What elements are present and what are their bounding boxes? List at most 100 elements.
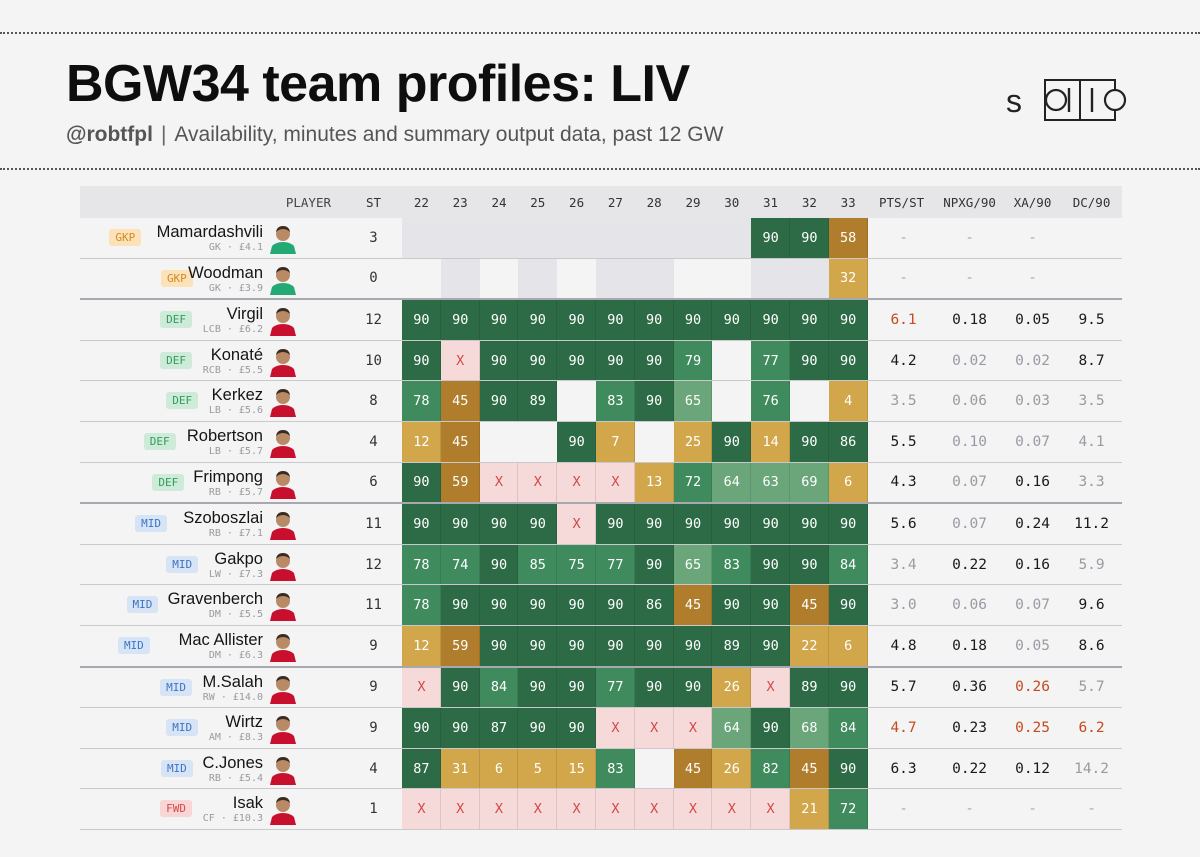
minutes-cell: 68 [789, 707, 829, 749]
player-cell: MID M.Salah RW · £14.0 [80, 667, 345, 708]
stat-xa90: 0.26 [1015, 679, 1051, 696]
column-header-27: 27 [595, 186, 635, 218]
minutes-cell: 4 [828, 380, 868, 422]
subtitle-description: Availability, minutes and summary output… [174, 123, 724, 146]
unavailable-cell: X [595, 707, 635, 749]
column-header-26: 26 [557, 186, 596, 218]
stat-npxg90: 0.10 [952, 433, 988, 450]
player-cell: GKP Woodman GK · £3.9 [80, 258, 345, 299]
minutes-cell: 90 [634, 380, 674, 422]
stat-dc90: 5.7 [1078, 679, 1105, 696]
minutes-cell: 90 [751, 544, 790, 585]
starts-count: 4 [369, 760, 378, 777]
minutes-cell: 45 [789, 584, 829, 626]
column-header-xa-90: XA/90 [1003, 186, 1062, 218]
top-divider [0, 32, 1200, 34]
minutes-cell: 90 [518, 340, 558, 381]
column-header-pts-st: PTS/ST [867, 186, 936, 218]
table-row: MID C.Jones RB · £5.4 4 87 31 6 5 15 83 45 26 82 45 90… [80, 748, 1122, 789]
table-header-row: PLAYER ST 22 23 24 25 26 27 28 29 30 31 32 33 PTS/ST NP… [80, 186, 1122, 218]
minutes-cell: 90 [479, 544, 519, 585]
minutes-cell: 12 [402, 625, 441, 667]
table-row: DEF Kerkez LB · £5.6 8 78 45 90 89 83 90 65 76 4 3.5 0… [80, 380, 1122, 422]
player-cell: DEF Robertson LB · £5.7 [80, 421, 345, 462]
minutes-cell: 79 [673, 340, 713, 381]
stat-npxg90: 0.06 [952, 597, 988, 614]
minutes-cell: 90 [518, 707, 558, 749]
player-cell: MID Gakpo LW · £7.3 [80, 544, 345, 585]
minutes-cell: 90 [518, 625, 558, 667]
player-cell: MID Gravenberch DM · £5.5 [80, 585, 345, 626]
minutes-cell: 90 [557, 584, 596, 626]
minutes-cell: 45 [673, 748, 713, 789]
player-avatar-icon [270, 308, 296, 337]
author-handle: @robtfpl [66, 123, 153, 146]
player-name: Gakpo [214, 549, 263, 568]
minutes-cell: 90 [673, 503, 713, 545]
minutes-cell: 90 [789, 340, 829, 381]
empty-cell [673, 218, 713, 259]
minutes-cell: 22 [789, 625, 829, 667]
unavailable-cell: X [479, 462, 519, 504]
starts-count: 11 [365, 597, 382, 614]
column-header-29: 29 [673, 186, 713, 218]
player-name: Wirtz [225, 713, 263, 732]
player-avatar-icon [270, 593, 296, 622]
stat-xa90: 0.03 [1015, 393, 1051, 410]
starts-count: 12 [365, 556, 382, 573]
stat-npxg90: 0.18 [952, 311, 988, 328]
stat-pts-st: 4.2 [890, 352, 917, 369]
player-cell: FWD Isak CF · £10.3 [80, 789, 345, 830]
minutes-cell: 78 [402, 544, 441, 585]
column-header-dc-90: DC/90 [1061, 186, 1122, 218]
column-header-31: 31 [751, 186, 790, 218]
subtitle-separator: | [160, 123, 167, 146]
minutes-cell: 90 [479, 625, 519, 667]
player-name: Robertson [186, 426, 263, 445]
minutes-cell: 89 [789, 666, 829, 708]
empty-cell [480, 258, 519, 299]
table-row: MID Wirtz AM · £8.3 9 90 90 87 90 90 X X X 64 90 68 84 4… [80, 707, 1122, 749]
minutes-cell: 90 [789, 544, 829, 585]
starts-count: 12 [365, 311, 382, 328]
player-detail: RCB · £5.5 [202, 364, 263, 376]
minutes-cell: 90 [634, 666, 674, 708]
minutes-cell: 45 [673, 584, 713, 626]
unavailable-cell: X [634, 788, 674, 830]
table-row: GKP Woodman GK · £3.9 0 32 - - - [80, 258, 1122, 300]
minutes-cell: 90 [712, 503, 752, 545]
minutes-cell: 83 [712, 544, 752, 585]
starts-count: 11 [365, 515, 382, 532]
minutes-cell: 90 [479, 299, 519, 341]
unavailable-cell: X [751, 788, 790, 830]
position-badge: MID [160, 759, 193, 777]
minutes-cell: 15 [557, 748, 596, 789]
minutes-cell: 90 [673, 666, 713, 708]
minutes-cell: 90 [440, 584, 480, 626]
stat-npxg90: - [965, 270, 974, 287]
minutes-cell: 90 [518, 503, 558, 545]
empty-cell [518, 218, 558, 259]
svg-text:s: s [1006, 83, 1022, 119]
position-badge: MID [126, 596, 159, 614]
minutes-cell: 90 [673, 299, 713, 341]
player-cell: DEF Konaté RCB · £5.5 [80, 340, 345, 381]
player-avatar-icon [270, 348, 296, 377]
minutes-cell: 77 [595, 544, 635, 585]
table-row: DEF Frimpong RB · £5.7 6 90 59 X X X X 13 72 64 63 69 6… [80, 462, 1122, 504]
minutes-cell: 78 [402, 584, 441, 626]
player-detail: LCB · £6.2 [202, 324, 263, 336]
minutes-cell: 90 [402, 707, 441, 749]
minutes-cell: 90 [634, 340, 674, 381]
player-detail: RW · £14.0 [202, 691, 263, 703]
minutes-cell: 58 [828, 218, 868, 259]
minutes-cell: 84 [479, 666, 519, 708]
minutes-cell: 90 [402, 503, 441, 545]
starts-count: 3 [369, 229, 378, 246]
empty-cell [557, 258, 596, 299]
stat-npxg90: 0.22 [952, 556, 988, 573]
empty-cell [440, 218, 480, 259]
minutes-cell: 77 [751, 340, 790, 381]
player-cell: DEF Kerkez LB · £5.6 [80, 381, 345, 422]
stat-dc90: 9.5 [1078, 311, 1105, 328]
